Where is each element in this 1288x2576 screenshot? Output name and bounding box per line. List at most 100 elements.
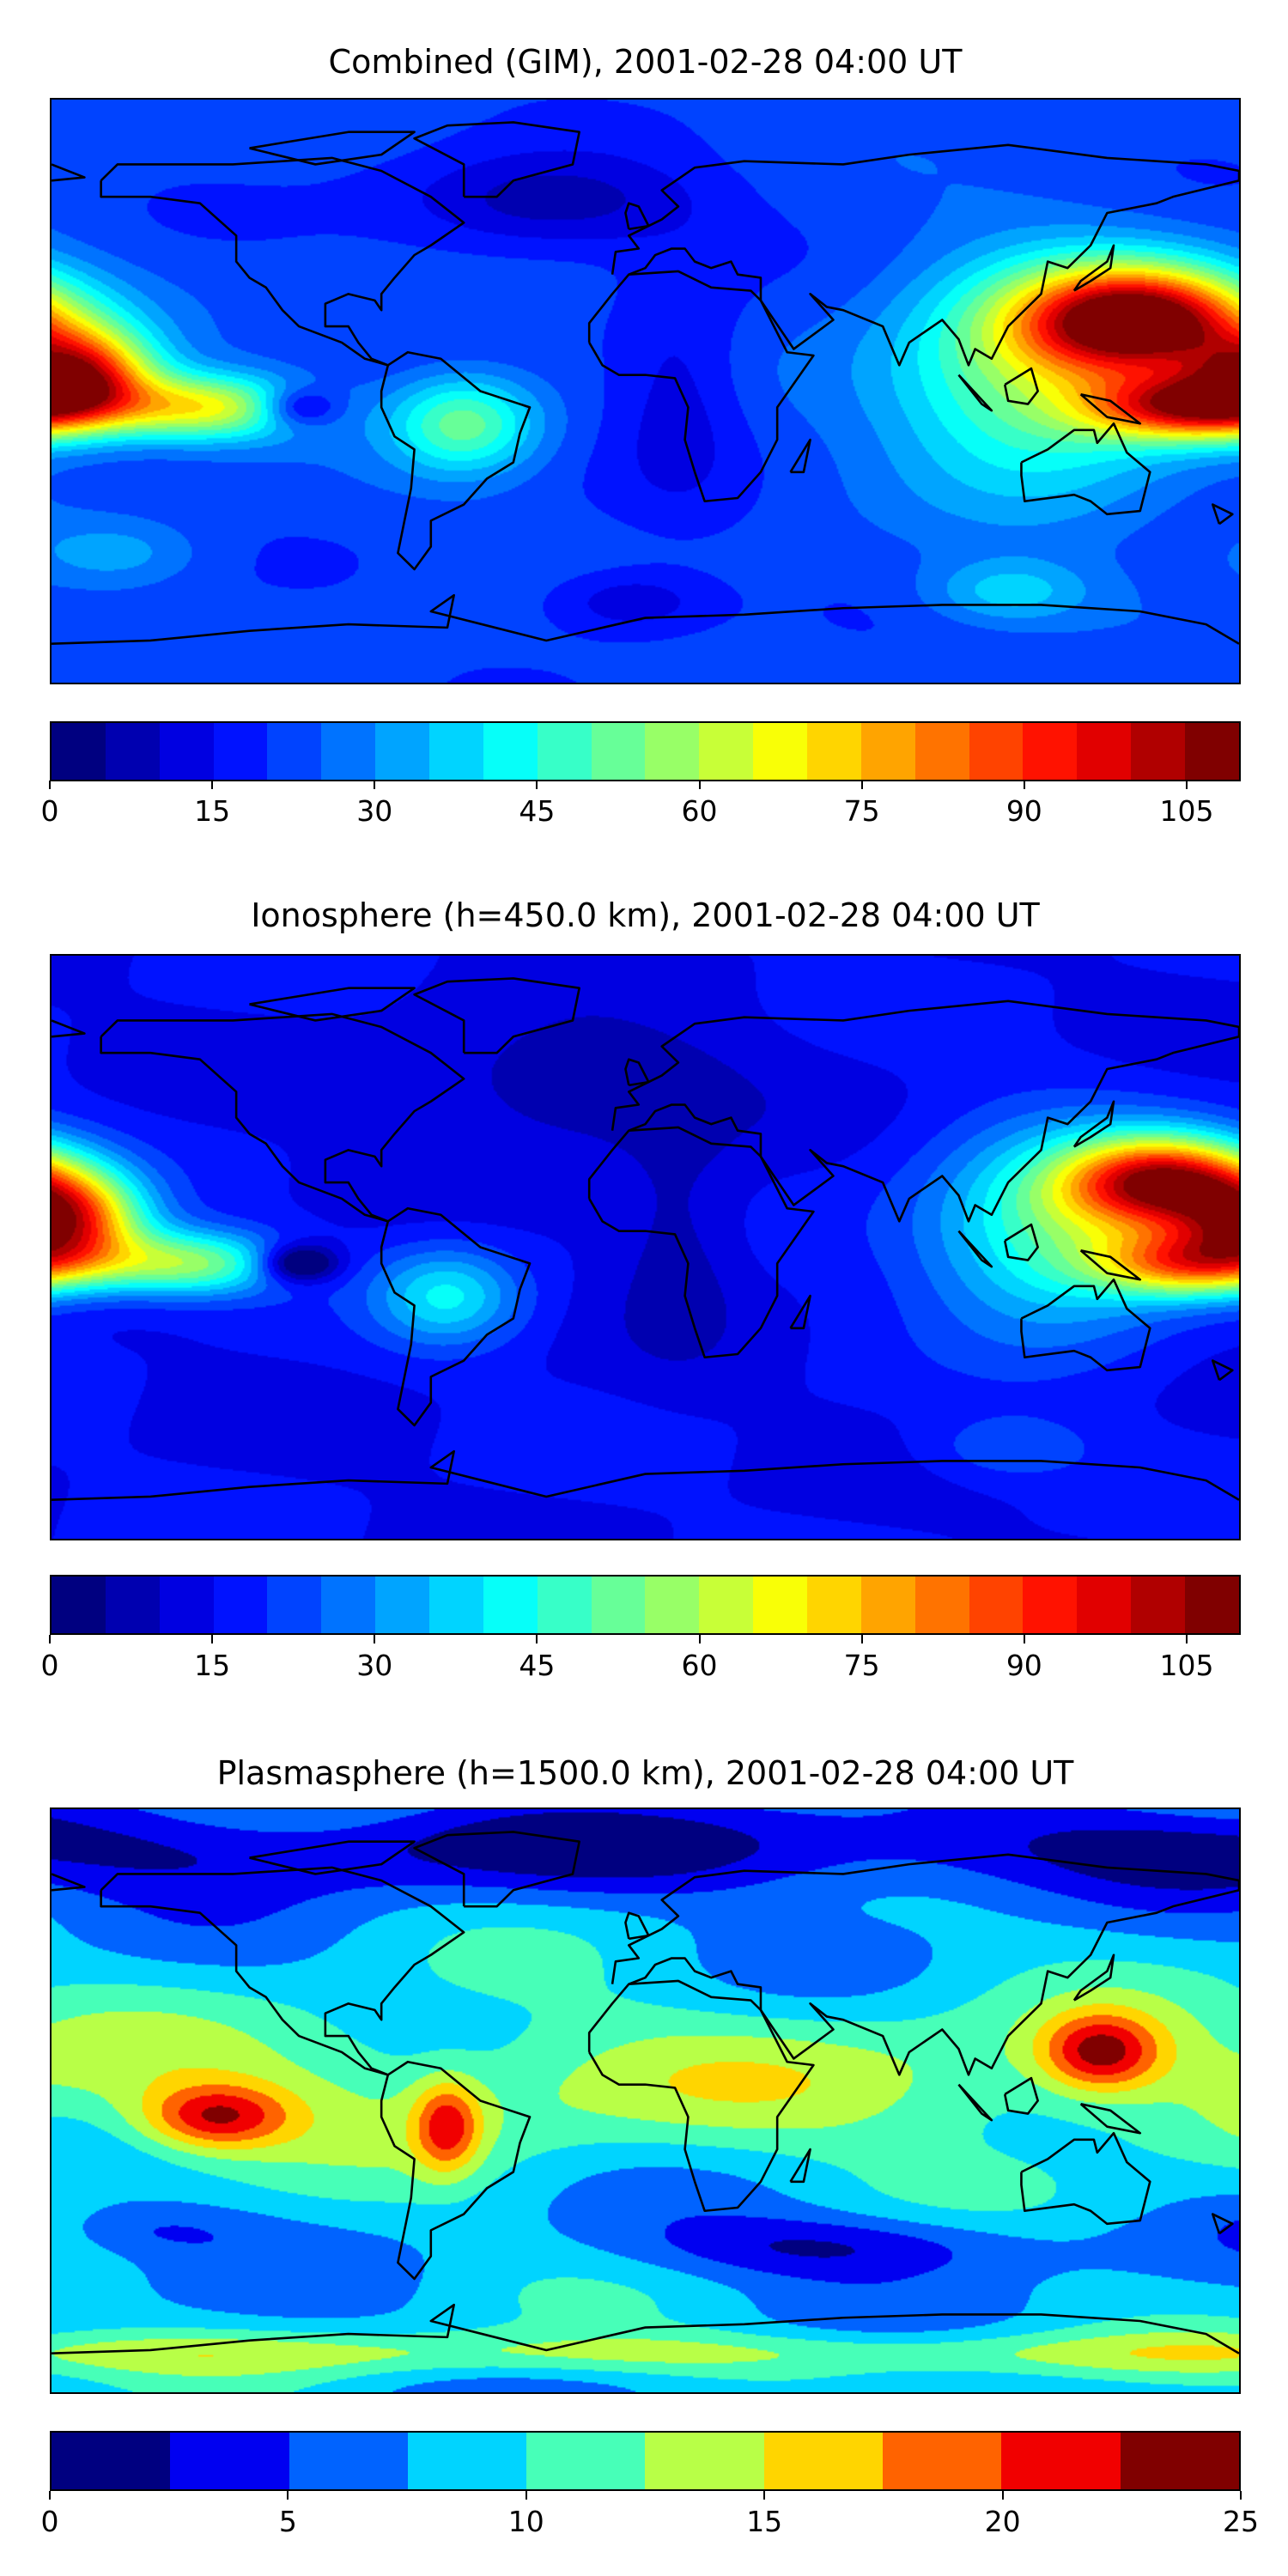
colorbar-bin — [52, 2433, 171, 2489]
colorbar-bin — [483, 1577, 538, 1633]
coastline — [101, 1014, 465, 1221]
coastline — [250, 132, 415, 165]
coastlines — [52, 956, 1239, 1539]
colorbar-bin — [753, 1577, 808, 1633]
colorbar-bin — [52, 1577, 106, 1633]
colorbar-bin — [1131, 1577, 1186, 1633]
colorbar-bin — [1120, 2433, 1239, 2489]
colorbar-tick-label: 30 — [356, 794, 393, 828]
colorbar-bin — [159, 723, 214, 780]
coastline — [415, 978, 580, 1053]
colorbar-bin — [483, 723, 538, 780]
colorbar-tick-mark — [698, 781, 701, 789]
contour-map — [50, 1807, 1241, 2394]
colorbar-tick-label: 0 — [40, 2505, 59, 2538]
colorbar-tick-mark — [1001, 2491, 1004, 2500]
contour-field — [52, 1809, 1239, 2392]
colorbar-bin — [807, 1577, 861, 1633]
colorbar-bin — [591, 723, 646, 780]
colorbar-bin — [170, 2433, 289, 2489]
colorbar-bin — [526, 2433, 646, 2489]
colorbar-bin — [52, 723, 106, 780]
colorbar-tick-label: 5 — [278, 2505, 297, 2538]
coastline — [52, 1874, 84, 1890]
coastline — [791, 440, 811, 472]
colorbar-bin — [883, 2433, 1002, 2489]
colorbar-tick-label: 90 — [1005, 794, 1042, 828]
coastline — [1021, 2133, 1150, 2224]
colorbar-tick-mark — [860, 781, 863, 789]
colorbar-bin — [969, 1577, 1024, 1633]
coastline — [1074, 1955, 1114, 2001]
colorbar-tick-label: 45 — [519, 1649, 556, 1682]
colorbar-tick-label: 10 — [507, 2505, 544, 2538]
colorbar-tick-mark — [374, 781, 376, 789]
colorbar-bin — [375, 1577, 430, 1633]
colorbar-tick-mark — [1023, 781, 1025, 789]
panel-title: Combined (GIM), 2001-02-28 04:00 UT — [328, 43, 963, 81]
colorbar-bin — [537, 723, 592, 780]
coastline — [1005, 2078, 1037, 2113]
colorbar-bin — [914, 1577, 969, 1633]
coastline — [589, 1981, 813, 2211]
colorbar-tick-mark — [763, 2491, 766, 2500]
coastline — [52, 1451, 1239, 1500]
contour-field — [52, 956, 1239, 1539]
colorbar-tick-label: 30 — [356, 1649, 393, 1682]
coastline — [415, 122, 580, 197]
coastline — [381, 352, 530, 569]
colorbar-tick-label: 60 — [681, 794, 718, 828]
colorbar-bin — [763, 2433, 884, 2489]
colorbar — [50, 1575, 1241, 1635]
colorbar-tick-mark — [287, 2491, 289, 2500]
colorbar-bin — [645, 1577, 700, 1633]
colorbar-tick-label: 60 — [681, 1649, 718, 1682]
colorbar-tick-label: 15 — [746, 2505, 783, 2538]
colorbar-bin — [407, 2433, 527, 2489]
colorbar-tick-label: 25 — [1223, 2505, 1259, 2538]
coastline — [1081, 394, 1140, 423]
coastline — [625, 1913, 648, 1939]
colorbar-bin — [969, 723, 1024, 780]
colorbar-tick-mark — [374, 1635, 376, 1643]
coastline — [612, 1855, 1239, 2075]
colorbar-tick-label: 75 — [843, 794, 880, 828]
colorbar — [50, 721, 1241, 781]
colorbar-bin — [645, 723, 700, 780]
contour-map — [50, 98, 1241, 684]
colorbar-bin — [699, 1577, 754, 1633]
coastline — [612, 145, 1239, 366]
colorbar-bin — [105, 1577, 160, 1633]
colorbar-tick-label: 45 — [519, 794, 556, 828]
colorbar-tick-mark — [49, 781, 51, 789]
coastline — [250, 1842, 415, 1874]
colorbar-bin — [375, 723, 430, 780]
colorbar-tick-mark — [1240, 2491, 1242, 2500]
coastline — [612, 1001, 1239, 1222]
colorbar-tick-mark — [525, 2491, 527, 2500]
colorbar-bin — [429, 1577, 483, 1633]
colorbar-bin — [321, 1577, 376, 1633]
colorbar-ticks: 0 5 10 15 20 25 — [41, 2491, 1259, 2543]
panel-title: Ionosphere (h=450.0 km), 2001-02-28 04:0… — [251, 896, 1040, 934]
coastline — [791, 1296, 811, 1328]
colorbar-tick-label: 0 — [40, 1649, 59, 1682]
colorbar-bin — [914, 723, 969, 780]
coastline — [1021, 1279, 1150, 1370]
coastline — [1021, 423, 1150, 514]
coastline — [1005, 1224, 1037, 1260]
colorbar-bin — [1077, 1577, 1132, 1633]
coastline — [250, 988, 415, 1021]
colorbar-tick-label: 90 — [1005, 1649, 1042, 1682]
colorbar-bin — [159, 1577, 214, 1633]
coastline — [381, 1208, 530, 1425]
colorbar-bin — [591, 1577, 646, 1633]
coastline — [1081, 2104, 1140, 2133]
colorbar-bin — [1001, 2433, 1121, 2489]
coastline — [1074, 246, 1114, 291]
coastline — [625, 204, 648, 229]
colorbar-bin — [213, 1577, 268, 1633]
coastline — [52, 1020, 84, 1036]
colorbar-bin — [1023, 1577, 1078, 1633]
colorbar-bin — [1131, 723, 1186, 780]
